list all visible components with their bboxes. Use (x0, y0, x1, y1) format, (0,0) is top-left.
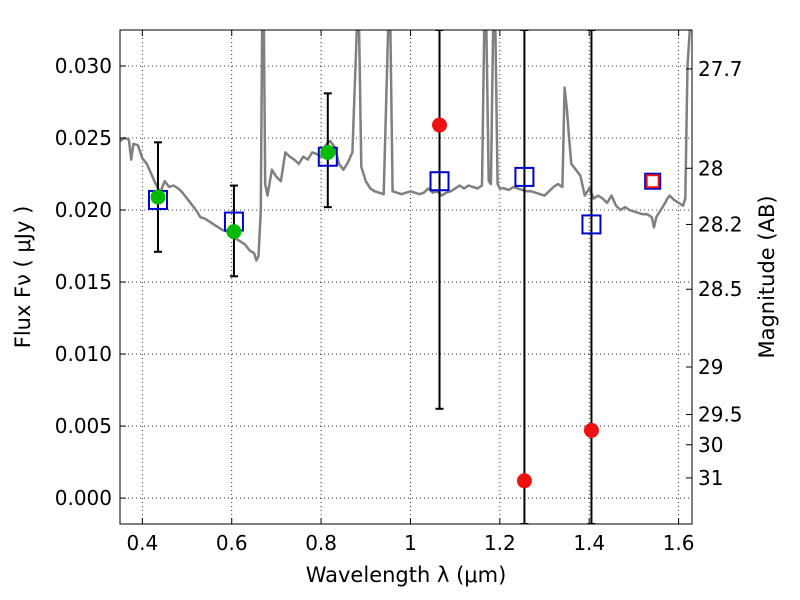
y-axis-label: Flux Fν ( μJy ) (11, 206, 35, 349)
x-tick-label: 1 (404, 531, 417, 555)
right-tick-label: 28 (698, 156, 723, 180)
right-axis-label: Magnitude (AB) (755, 195, 779, 358)
observed-point (516, 473, 532, 489)
x-tick-label: 0.4 (126, 531, 158, 555)
y-tick-label: 0.000 (55, 486, 112, 510)
observed-point (320, 144, 336, 160)
observed-point (583, 422, 599, 438)
right-tick-label: 27.7 (698, 57, 743, 81)
right-tick-label: 28.2 (698, 212, 743, 236)
model-photometry-square (581, 214, 602, 235)
y-tick-label: 0.005 (55, 414, 112, 438)
right-tick-label: 28.5 (698, 277, 743, 301)
plot-frame (119, 29, 693, 525)
x-tick-label: 1.2 (484, 531, 516, 555)
y-tick-label: 0.010 (55, 342, 112, 366)
model-photometry-square (429, 171, 450, 192)
y-tick-label: 0.020 (55, 198, 112, 222)
x-tick-label: 0.8 (305, 531, 337, 555)
x-tick-label: 1.4 (573, 531, 605, 555)
y-tick-label: 0.015 (55, 270, 112, 294)
x-tick-label: 0.6 (216, 531, 248, 555)
observed-point (226, 224, 242, 240)
model-photometry-square (514, 166, 535, 187)
y-tick-label: 0.025 (55, 126, 112, 150)
right-tick-label: 30 (698, 433, 723, 457)
plot-content (120, 30, 692, 524)
model-spectrum-line (120, 30, 692, 262)
x-axis-label: Wavelength λ (μm) (306, 563, 507, 587)
x-tick-label: 1.6 (663, 531, 695, 555)
axis-ticks: 0.4 0.6 0.8 1 1.2 1.4 1.6 0.000 0.005 0.010 0.015 0… (55, 30, 743, 555)
observed-point (150, 189, 166, 205)
model-photometry-square (644, 172, 662, 190)
observed-point (432, 117, 448, 133)
observed-point (645, 174, 660, 189)
right-tick-label: 31 (698, 466, 723, 490)
plot-area (120, 30, 692, 524)
y-tick-label: 0.030 (55, 54, 112, 78)
right-tick-label: 29.5 (698, 403, 743, 427)
right-tick-label: 29 (698, 355, 723, 379)
